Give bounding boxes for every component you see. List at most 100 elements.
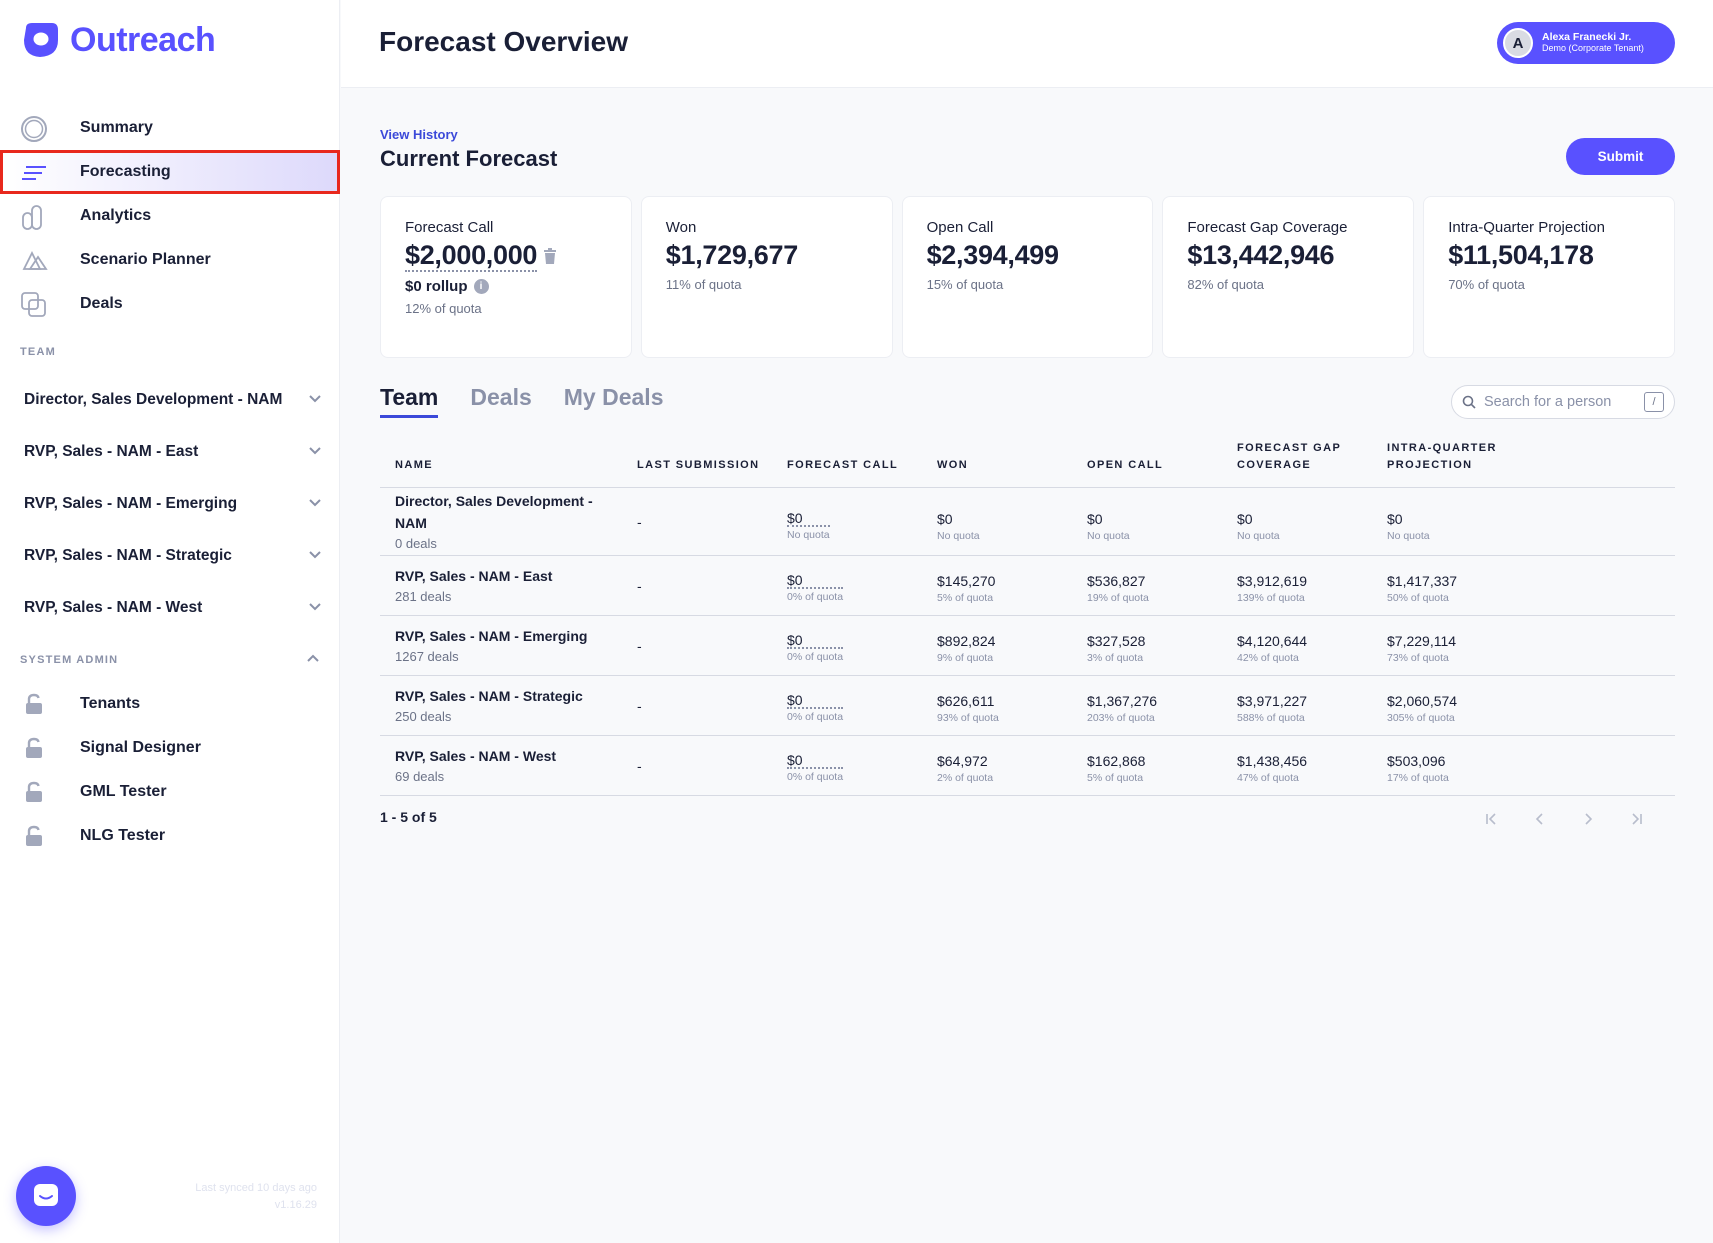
- admin-item-label: Signal Designer: [80, 739, 201, 756]
- projection-cell: $7,229,114 73% of quota: [1387, 616, 1456, 675]
- team-item-rvp-west[interactable]: RVP, Sales - NAM - West: [0, 582, 340, 634]
- next-page-button[interactable]: [1579, 810, 1597, 828]
- card-open-call: Open Call $2,394,499 15% of quota: [901, 196, 1154, 358]
- team-item-label: RVP, Sales - NAM - Strategic: [24, 547, 232, 564]
- card-value: $13,442,946: [1187, 240, 1335, 270]
- admin-item-nlg-tester[interactable]: NLG Tester: [0, 814, 340, 858]
- quota-text: 73% of quota: [1387, 652, 1449, 664]
- first-page-button[interactable]: [1483, 810, 1501, 828]
- row-name[interactable]: RVP, Sales - NAM - West: [395, 748, 557, 764]
- team-item-director-sales-dev[interactable]: Director, Sales Development - NAM: [0, 374, 340, 426]
- won-cell: $145,270 5% of quota: [937, 556, 995, 615]
- row-name[interactable]: Director, Sales Development - NAM: [395, 493, 593, 531]
- first-page-icon: [1486, 813, 1496, 825]
- chevron-down-icon[interactable]: [308, 496, 322, 510]
- col-header-forecast-gap-coverage[interactable]: FORECAST GAP COVERAGE: [1237, 442, 1341, 471]
- forecast-call-value[interactable]: $2,000,000: [405, 240, 538, 272]
- last-submission-value: -: [637, 513, 642, 530]
- last-submission-value: -: [637, 577, 642, 594]
- open-call-cell: $327,528 3% of quota: [1087, 616, 1145, 675]
- chevron-right-icon: [1585, 813, 1593, 825]
- chevron-down-icon[interactable]: [308, 444, 322, 458]
- chevron-up-icon[interactable]: [306, 651, 320, 665]
- info-icon[interactable]: i: [473, 279, 489, 294]
- table-row[interactable]: RVP, Sales - NAM - Strategic 250 deals -…: [380, 676, 1675, 736]
- chevron-down-icon[interactable]: [308, 548, 322, 562]
- row-name[interactable]: RVP, Sales - NAM - East: [395, 568, 553, 584]
- open-call-value: $162,868: [1087, 753, 1146, 769]
- quota-text: 50% of quota: [1387, 592, 1449, 604]
- forecast-call-value[interactable]: $0: [787, 573, 844, 589]
- forecast-call-value[interactable]: $0: [787, 753, 844, 769]
- admin-item-signal-designer[interactable]: Signal Designer: [0, 726, 340, 770]
- unlock-icon: [26, 737, 42, 758]
- col-header-forecast-call[interactable]: FORECAST CALL: [787, 459, 899, 471]
- col-header-intra-quarter-projection[interactable]: INTRA-QUARTER PROJECTION: [1387, 442, 1497, 471]
- team-item-rvp-strategic[interactable]: RVP, Sales - NAM - Strategic: [0, 530, 340, 582]
- quota-text: 5% of quota: [937, 592, 994, 604]
- nav-item-analytics[interactable]: Analytics: [0, 194, 340, 238]
- quota-text: 0% of quota: [787, 771, 844, 783]
- outreach-logo[interactable]: Outreach: [20, 20, 216, 60]
- projection-value: $503,096: [1387, 753, 1446, 769]
- forecast-call-value[interactable]: $0: [787, 633, 844, 649]
- card-value: $2,394,499: [926, 240, 1059, 270]
- quota-text: 3% of quota: [1087, 652, 1144, 664]
- tab-my-deals[interactable]: My Deals: [563, 384, 664, 410]
- chevron-down-icon[interactable]: [308, 392, 322, 406]
- last-page-button[interactable]: [1627, 810, 1645, 828]
- chat-launcher-button[interactable]: [16, 1166, 76, 1226]
- team-item-rvp-emerging[interactable]: RVP, Sales - NAM - Emerging: [0, 478, 340, 530]
- quota-text: 0% of quota: [787, 591, 844, 603]
- admin-item-label: GML Tester: [80, 783, 167, 800]
- admin-item-label: NLG Tester: [80, 827, 166, 844]
- open-call-value: $1,367,276: [1087, 693, 1158, 709]
- open-call-cell: $162,868 5% of quota: [1087, 736, 1145, 795]
- user-name: Alexa Franecki Jr.: [1542, 31, 1632, 43]
- col-header-name[interactable]: NAME: [395, 459, 433, 471]
- prev-page-button[interactable]: [1531, 810, 1549, 828]
- current-forecast-title: Current Forecast: [380, 146, 558, 171]
- quota-text: No quota: [787, 529, 830, 541]
- nav-item-scenario-planner[interactable]: Scenario Planner: [0, 238, 340, 282]
- last-submission-cell: -: [637, 556, 642, 615]
- search-input[interactable]: Search for a person /: [1451, 385, 1675, 419]
- card-label: Forecast Call: [405, 219, 494, 236]
- user-menu-button[interactable]: A Alexa Franecki Jr. Demo (Corporate Ten…: [1497, 22, 1675, 64]
- admin-item-gml-tester[interactable]: GML Tester: [0, 770, 340, 814]
- unlock-icon: [26, 693, 42, 714]
- table-row[interactable]: RVP, Sales - NAM - East 281 deals - $0 0%…: [380, 556, 1675, 616]
- chevron-left-icon: [1535, 813, 1543, 825]
- card-forecast-gap-coverage: Forecast Gap Coverage $13,442,946 82% of…: [1162, 196, 1415, 358]
- last-submission-cell: -: [637, 736, 642, 795]
- chevron-down-icon[interactable]: [308, 600, 322, 614]
- rollup-row: $0 rollup i: [405, 278, 607, 295]
- table-row[interactable]: RVP, Sales - NAM - Emerging 1267 deals -…: [380, 616, 1675, 676]
- row-name[interactable]: RVP, Sales - NAM - Emerging: [395, 628, 588, 644]
- table-row[interactable]: Director, Sales Development - NAM 0 deal…: [380, 488, 1675, 556]
- user-info: Alexa Franecki Jr. Demo (Corporate Tenan…: [1542, 32, 1644, 54]
- forecast-call-value[interactable]: $0: [787, 511, 830, 527]
- won-value: $626,611: [937, 693, 995, 709]
- nav-item-summary[interactable]: Summary: [0, 106, 340, 150]
- table-row[interactable]: RVP, Sales - NAM - West 69 deals - $0 0% …: [380, 736, 1675, 796]
- trash-icon[interactable]: [543, 248, 557, 264]
- name-cell: Director, Sales Development - NAM 0 deal…: [395, 488, 615, 555]
- col-header-open-call[interactable]: OPEN CALL: [1087, 459, 1164, 471]
- admin-item-tenants[interactable]: Tenants: [0, 682, 340, 726]
- tab-team[interactable]: Team: [380, 384, 439, 418]
- nav-item-forecasting[interactable]: Forecasting: [0, 150, 340, 194]
- card-forecast-call: Forecast Call $2,000,000 $0 rollup i 12%…: [380, 196, 632, 358]
- view-history-link[interactable]: View History: [380, 127, 458, 142]
- forecast-call-value[interactable]: $0: [787, 693, 844, 709]
- team-item-rvp-east[interactable]: RVP, Sales - NAM - East: [0, 426, 340, 478]
- row-name[interactable]: RVP, Sales - NAM - Strategic: [395, 688, 583, 704]
- col-header-won[interactable]: WON: [937, 459, 969, 471]
- keyboard-shortcut-badge: /: [1644, 392, 1664, 412]
- tab-deals[interactable]: Deals: [470, 384, 532, 410]
- nav-item-deals[interactable]: Deals: [0, 282, 340, 326]
- submit-button[interactable]: Submit: [1566, 138, 1675, 175]
- card-value: $1,729,677: [665, 240, 798, 270]
- col-header-last-submission[interactable]: LAST SUBMISSION: [637, 459, 760, 471]
- nav-label: Scenario Planner: [80, 251, 211, 268]
